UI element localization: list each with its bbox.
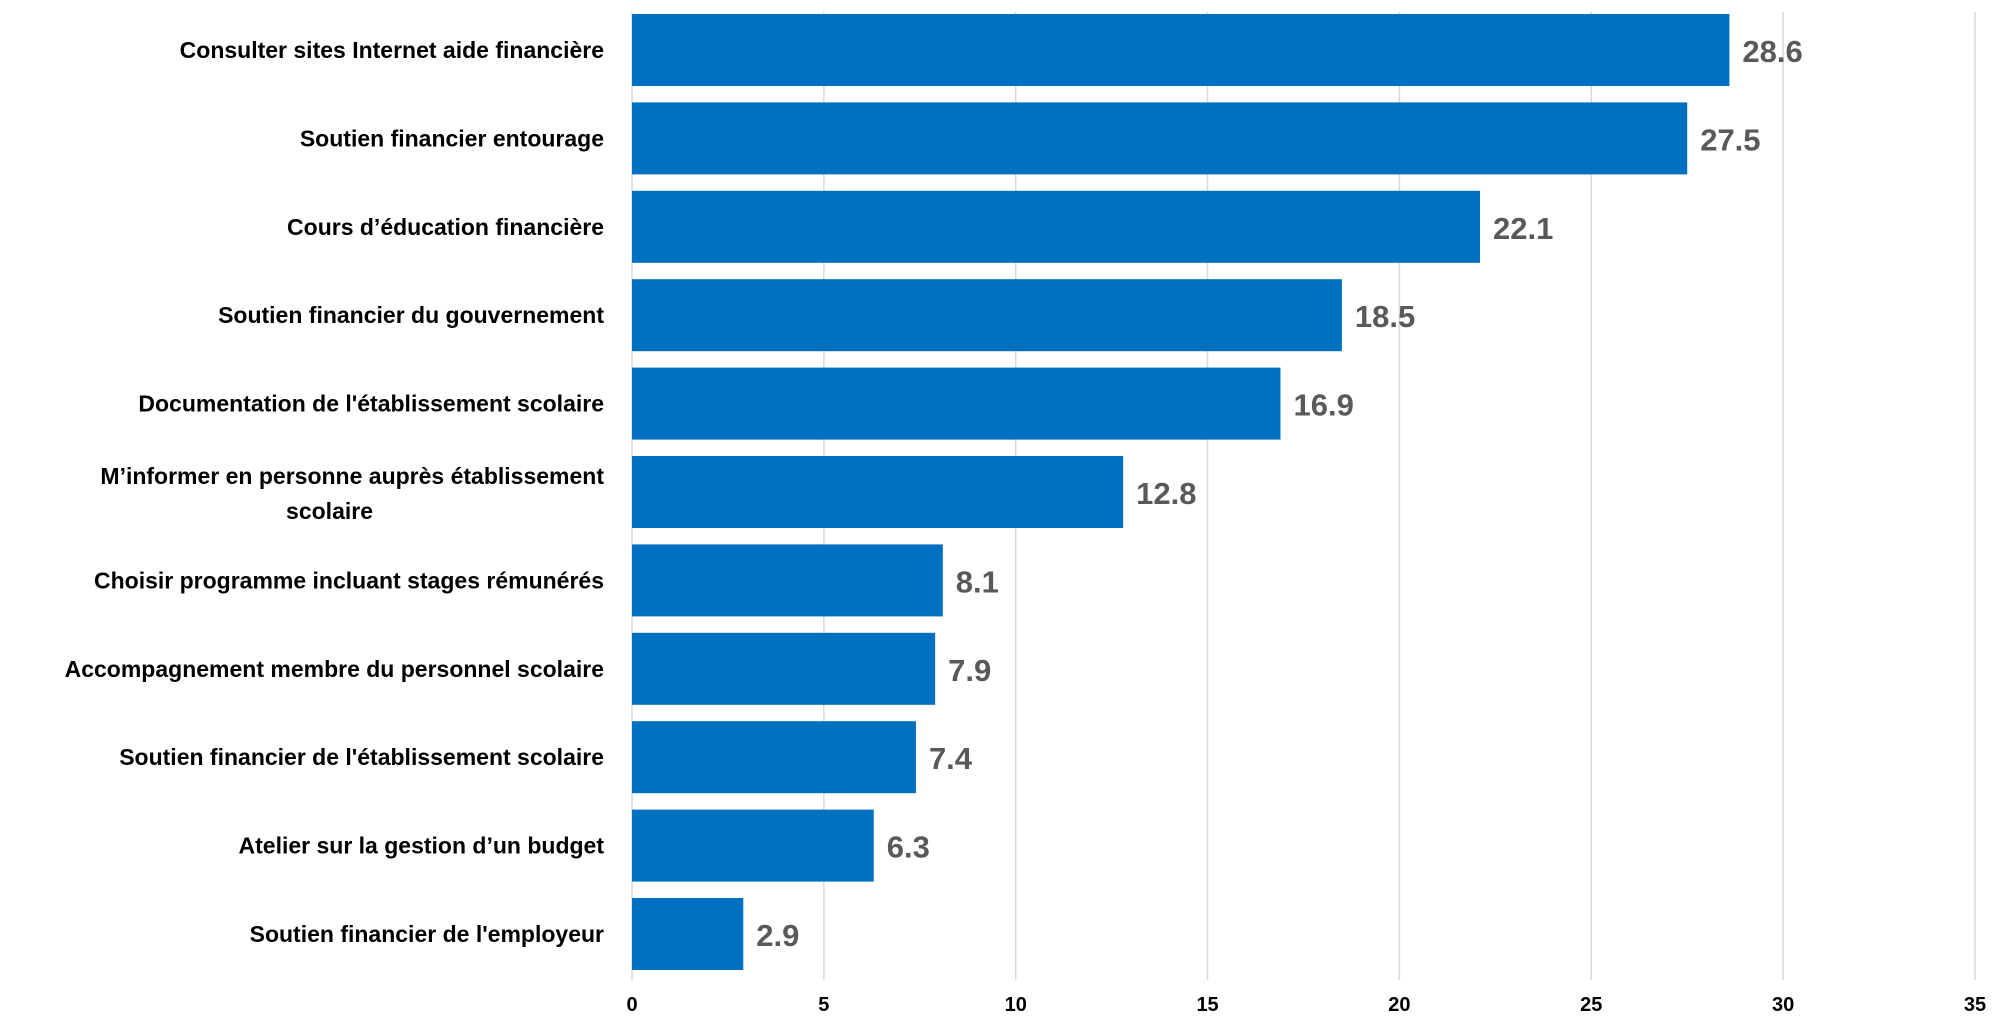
- value-label: 22.1: [1493, 211, 1553, 246]
- category-label: Soutien financier entourage: [300, 125, 604, 151]
- bar: [632, 456, 1124, 528]
- category-label: Consulter sites Internet aide financière: [180, 37, 604, 63]
- bar: [632, 898, 744, 970]
- x-tick-label: 5: [818, 994, 829, 1016]
- bar: [632, 190, 1481, 263]
- value-label: 2.9: [756, 918, 799, 953]
- bar: [632, 544, 943, 617]
- category-label: M’informer en personne auprès établissem…: [100, 463, 604, 524]
- category-label: Soutien financier de l'établissement sco…: [119, 744, 604, 770]
- value-label: 18.5: [1355, 299, 1415, 334]
- bar: [632, 809, 874, 882]
- x-tick-label: 30: [1772, 994, 1794, 1016]
- category-label: Documentation de l'établissement scolair…: [138, 391, 604, 417]
- value-label: 28.6: [1742, 34, 1802, 69]
- bar: [632, 367, 1281, 440]
- x-tick-label: 25: [1580, 994, 1602, 1016]
- x-tick-label: 20: [1388, 994, 1410, 1016]
- value-label: 12.8: [1136, 476, 1196, 511]
- x-tick-label: 0: [626, 994, 637, 1016]
- x-tick-label: 10: [1005, 994, 1027, 1016]
- category-label: Choisir programme incluant stages rémuné…: [94, 567, 604, 593]
- bar: [632, 279, 1342, 352]
- category-label: Accompagnement membre du personnel scola…: [65, 656, 604, 682]
- category-label: Cours d’éducation financière: [287, 214, 604, 240]
- value-label: 7.9: [948, 653, 991, 688]
- category-label: Atelier sur la gestion d’un budget: [239, 833, 605, 859]
- value-label: 7.4: [929, 741, 973, 776]
- x-tick-label: 35: [1964, 994, 1986, 1016]
- category-label-line: M’informer en personne auprès établissem…: [100, 463, 604, 489]
- bar: [632, 14, 1730, 86]
- bars: [632, 14, 1730, 970]
- x-axis-tick-labels: 0 5 10 15 20 25 30 35: [626, 994, 1986, 1016]
- bar: [632, 721, 916, 794]
- category-label-line: scolaire: [286, 498, 373, 524]
- category-labels: Consulter sites Internet aide financière…: [65, 37, 605, 947]
- category-label: Soutien financier du gouvernement: [218, 302, 604, 328]
- value-label: 6.3: [887, 830, 930, 865]
- bar: [632, 102, 1688, 175]
- value-labels: 28.6 27.5 22.1 18.5 16.9 12.8 8.1 7.9 7.4 6.3 2.9: [756, 34, 1802, 953]
- bar: [632, 632, 936, 705]
- category-label: Soutien financier de l'employeur: [250, 921, 604, 947]
- x-tick-label: 15: [1196, 994, 1218, 1016]
- value-label: 27.5: [1700, 122, 1760, 157]
- value-label: 16.9: [1293, 388, 1353, 423]
- value-label: 8.1: [956, 564, 999, 599]
